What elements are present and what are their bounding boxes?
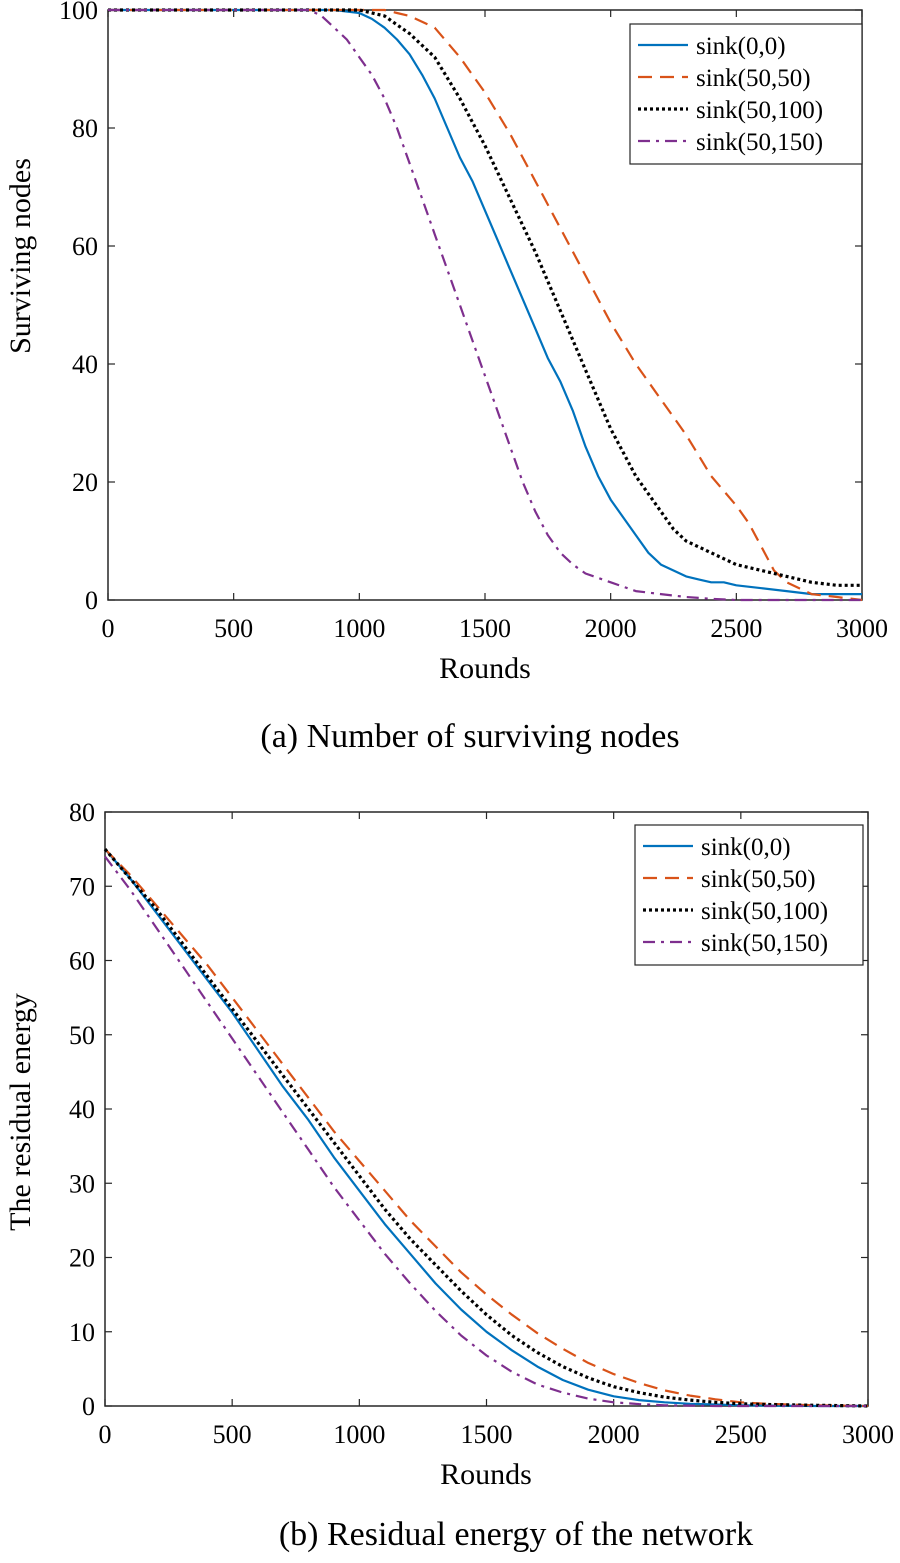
chart-b-y-tick-label: 10: [69, 1318, 95, 1347]
chart-b-x-tick-label: 2000: [588, 1420, 640, 1449]
chart-a-y-tick-label: 80: [72, 114, 98, 143]
chart-b-legend-label: sink(50,50): [701, 866, 816, 893]
chart-b-series-3: [103, 848, 869, 1408]
chart-a-legend-label: sink(0,0): [696, 33, 786, 60]
chart-a-series-4: [108, 8, 862, 602]
chart-a: (a) Number of surviving nodes Rounds Sur…: [4, 0, 888, 755]
chart-a-x-tick-label: 500: [214, 614, 253, 643]
chart-a-legend: sink(0,0) sink(50,50) sink(50,100) sink(50,…: [629, 23, 863, 165]
chart-a-caption: (a) Number of surviving nodes: [260, 718, 679, 755]
chart-b-y-tick-label: 40: [69, 1095, 95, 1124]
chart-b-x-tick-label: 0: [99, 1420, 112, 1449]
chart-b-x-tick-label: 1000: [333, 1420, 385, 1449]
chart-a-y-tick-label: 60: [72, 232, 98, 261]
chart-a-series-2: [108, 8, 863, 602]
chart-a-y-tick-label: 40: [72, 350, 98, 379]
chart-b-series-1: [104, 848, 868, 1408]
chart-b-x-tick-label: 3000: [842, 1420, 894, 1449]
chart-b-legend-label: sink(50,100): [701, 898, 828, 925]
chart-b-legend-label: sink(0,0): [701, 834, 791, 861]
chart-b-x-axis-label: Rounds: [440, 1458, 532, 1491]
chart-b-y-tick-label: 30: [69, 1169, 95, 1198]
chart-b-y-tick-label: 0: [82, 1392, 95, 1421]
chart-b-y-tick-label: 20: [69, 1244, 95, 1273]
chart-a-y-tick-label: 0: [85, 586, 98, 615]
chart-b: (b) Residual energy of the network Round…: [4, 798, 894, 1553]
chart-b-legend-label: sink(50,150): [701, 930, 828, 957]
chart-a-x-tick-label: 1000: [333, 614, 385, 643]
chart-a-y-tick-label: 20: [72, 468, 98, 497]
chart-b-legend: sink(0,0) sink(50,50) sink(50,100) sink(50,…: [634, 824, 864, 966]
chart-b-y-tick-label: 50: [69, 1021, 95, 1050]
chart-b-series-4: [104, 855, 868, 1408]
chart-b-x-tick-label: 1500: [461, 1420, 513, 1449]
chart-a-series-3: [108, 8, 862, 587]
chart-b-y-tick-label: 70: [69, 872, 95, 901]
chart-b-y-axis-label: The residual energy: [4, 993, 37, 1231]
chart-b-x-tick-label: 2500: [715, 1420, 767, 1449]
chart-b-x-tick-label: 500: [213, 1420, 252, 1449]
chart-a-x-tick-label: 1500: [459, 614, 511, 643]
chart-a-y-tick-label: 100: [59, 0, 98, 25]
chart-b-series-2: [104, 848, 869, 1408]
chart-a-legend-label: sink(50,50): [696, 65, 811, 92]
chart-a-x-tick-label: 0: [102, 614, 115, 643]
chart-b-y-tick-label: 80: [69, 798, 95, 827]
chart-a-y-axis-label: Surviving nodes: [4, 158, 37, 354]
chart-b-caption: (b) Residual energy of the network: [279, 1516, 753, 1553]
chart-a-x-axis-label: Rounds: [439, 652, 531, 685]
chart-a-x-tick-label: 2000: [585, 614, 637, 643]
chart-a-series-1: [108, 8, 862, 596]
chart-a-x-tick-label: 3000: [836, 614, 888, 643]
chart-a-legend-label: sink(50,100): [696, 97, 823, 124]
chart-a-x-tick-label: 2500: [710, 614, 762, 643]
chart-b-y-tick-label: 60: [69, 947, 95, 976]
chart-a-legend-label: sink(50,150): [696, 129, 823, 156]
